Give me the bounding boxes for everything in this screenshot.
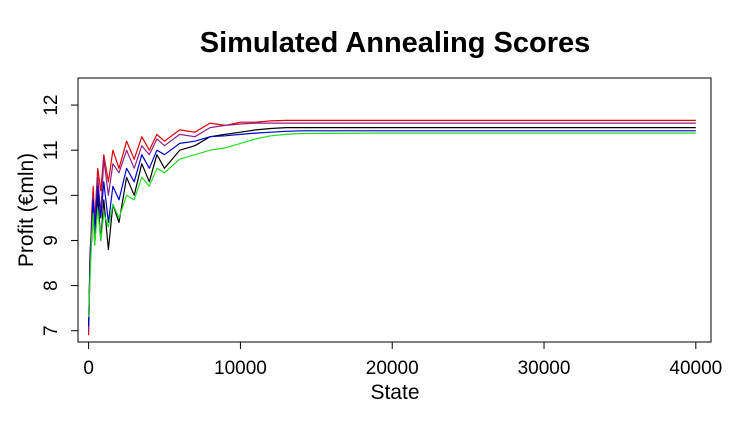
series-line-4 — [88, 130, 696, 327]
y-tick-label: 8 — [41, 280, 62, 291]
series-line-1 — [88, 119, 696, 336]
x-tick-label: 40000 — [669, 358, 722, 379]
x-tick-label: 30000 — [518, 358, 571, 379]
x-tick-label: 20000 — [366, 358, 419, 379]
series-line-3 — [88, 126, 696, 322]
x-axis: 0 10000 20000 30000 40000 — [83, 341, 722, 379]
x-tick-label: 10000 — [214, 358, 267, 379]
series-line-2 — [88, 122, 696, 331]
x-tick-label: 0 — [83, 358, 94, 379]
plot-frame — [77, 77, 712, 343]
y-tick-label: 9 — [41, 235, 62, 246]
series-line-5 — [88, 132, 696, 318]
y-tick-label: 11 — [41, 140, 62, 160]
y-tick-label: 12 — [41, 95, 62, 116]
y-axis: 7 8 9 10 11 12 — [41, 95, 79, 336]
y-tick-label: 10 — [41, 185, 62, 206]
y-tick-label: 7 — [41, 325, 62, 336]
chart-title: Simulated Annealing Scores — [200, 27, 591, 59]
x-axis-label: State — [370, 381, 419, 404]
y-axis-label: Profit (€mln) — [15, 153, 38, 267]
series-layer — [88, 119, 696, 336]
